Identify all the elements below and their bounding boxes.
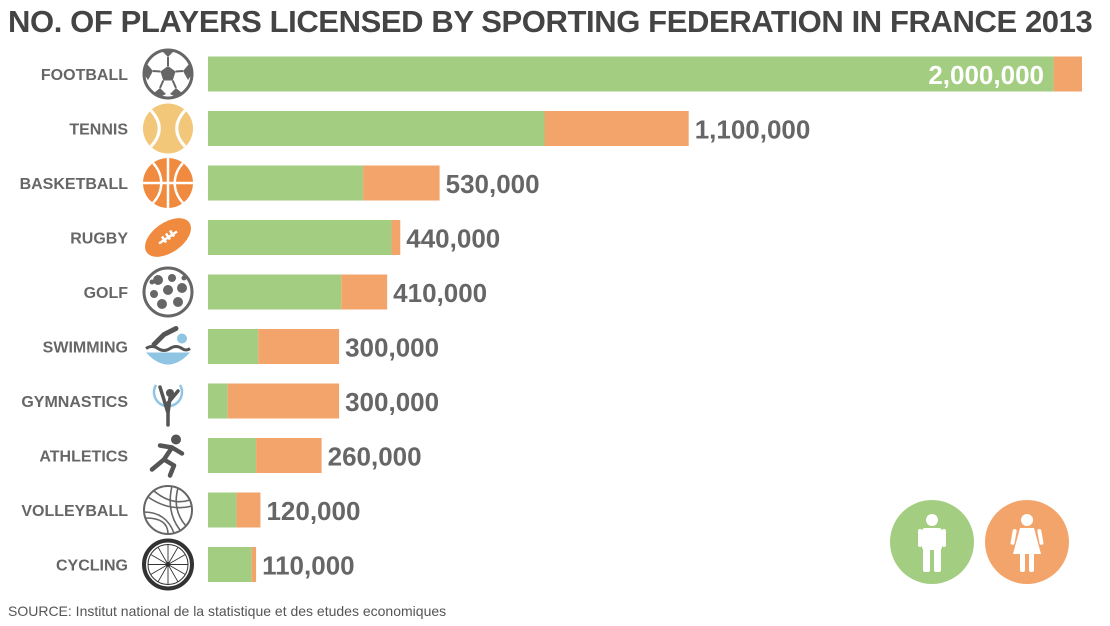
source-note: SOURCE: Institut national de la statisti… [8,603,447,619]
basketball-icon [143,158,193,208]
value-label-rugby: 440,000 [406,224,500,254]
bar-golf-female [341,274,388,310]
value-label-athletics: 260,000 [328,442,422,472]
category-label-gymnastics: GYMNASTICS [21,394,128,411]
category-label-tennis: TENNIS [69,122,128,139]
value-label-tennis: 1,100,000 [695,115,811,145]
value-label-volleyball: 120,000 [266,496,360,526]
value-label-basketball: 530,000 [446,169,540,199]
category-label-basketball: BASKETBALL [20,176,129,193]
bar-volleyball-female [236,492,261,528]
category-label-swimming: SWIMMING [43,340,128,357]
bar-athletics-female [256,438,322,473]
runner-icon [149,434,185,478]
bar-football-female [1053,56,1083,92]
golf-ball-icon [142,266,194,318]
chart-title: NO. OF PLAYERS LICENSED BY SPORTING FEDE… [8,4,1093,39]
bar-cycling-male [208,547,252,582]
bar-golf-male [208,274,342,310]
bar-tennis-female [544,111,689,146]
category-label-rugby: RUGBY [70,231,128,248]
bar-basketball-female [363,165,440,201]
bar-basketball-male [208,165,364,201]
female-icon [985,500,1069,584]
bar-gymnastics-male [208,383,228,419]
value-label-golf: 410,000 [393,278,487,308]
category-label-athletics: ATHLETICS [39,449,128,466]
gymnast-icon [152,384,184,427]
category-label-volleyball: VOLLEYBALL [21,503,128,520]
value-label-gymnastics: 300,000 [345,387,439,417]
chart-rows: FOOTBALL 2,000,000 TENNIS 1,100,000 BASKETBA… [20,48,1083,591]
bar-tennis-male [208,111,545,146]
value-label-cycling: 110,000 [262,551,355,581]
male-icon [890,500,974,584]
category-label-football: FOOTBALL [41,67,128,84]
bar-gymnastics-female [227,383,340,419]
bar-swimming-male [208,329,259,364]
category-label-golf: GOLF [84,285,129,302]
football-icon [142,48,194,100]
value-label-football: 2,000,000 [928,60,1044,90]
legend [890,500,1069,584]
swimmer-icon [145,326,191,365]
category-label-cycling: CYCLING [56,558,128,575]
bar-athletics-male [208,438,257,473]
bar-volleyball-male [208,492,237,528]
value-label-swimming: 300,000 [345,333,439,363]
bar-rugby-male [208,220,392,255]
bicycle-wheel-icon [142,538,194,591]
bar-swimming-female [258,329,340,364]
bar-cycling-female [251,547,257,582]
tennis-ball-icon [143,103,193,154]
rugby-ball-icon [145,218,191,257]
bar-football-male [208,56,1054,92]
volleyball-icon [143,485,193,535]
bar-rugby-female [391,220,401,255]
